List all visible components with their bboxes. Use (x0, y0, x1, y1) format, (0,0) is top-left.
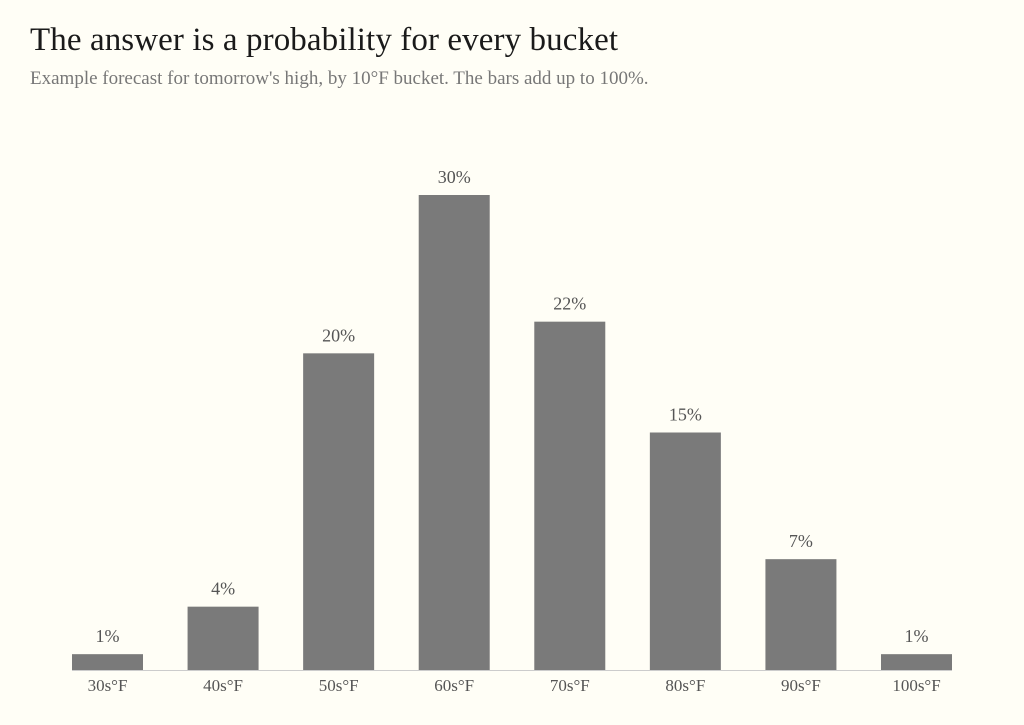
bar-0 (72, 654, 143, 670)
bar-5 (649, 432, 721, 670)
value-label-group: 1% 4% 20% 30% 22% 15% 7% 1% (96, 167, 929, 646)
x-tick-label-group: 30s°F 40s°F 50s°F 60s°F 70s°F 80s°F 90s°F 100s°… (88, 676, 941, 695)
bar-4 (534, 321, 606, 670)
x-tick-label-1: 40s°F (203, 676, 243, 695)
value-label-3: 30% (438, 167, 471, 187)
x-tick-label-3: 60s°F (434, 676, 474, 695)
value-label-1: 4% (211, 579, 235, 599)
value-label-5: 15% (669, 405, 702, 425)
x-tick-label-4: 70s°F (550, 676, 590, 695)
value-label-7: 1% (905, 626, 929, 646)
x-tick-label-2: 50s°F (319, 676, 359, 695)
chart-subtitle: Example forecast for tomorrow's high, by… (30, 68, 649, 89)
value-label-2: 20% (322, 325, 355, 345)
x-tick-label-5: 80s°F (665, 676, 705, 695)
x-tick-label-0: 30s°F (88, 676, 128, 695)
x-tick-label-6: 90s°F (781, 676, 821, 695)
bar-3 (418, 195, 490, 670)
value-label-0: 1% (96, 626, 120, 646)
bar-6 (765, 559, 837, 670)
bar-group (72, 195, 952, 670)
value-label-4: 22% (553, 294, 586, 314)
bar-7 (881, 654, 952, 670)
bar-2 (303, 353, 375, 670)
chart-title: The answer is a probability for every bu… (30, 22, 619, 58)
value-label-6: 7% (789, 531, 813, 551)
bar-1 (187, 606, 259, 670)
x-tick-label-7: 100s°F (892, 676, 940, 695)
